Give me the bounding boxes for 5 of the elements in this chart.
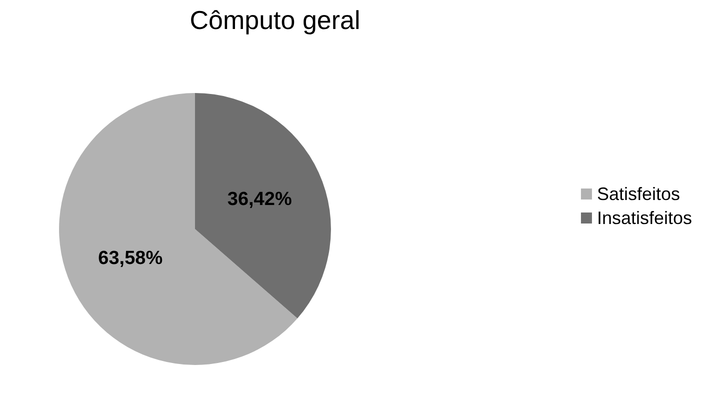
data-label: 63,58% xyxy=(98,248,163,269)
legend-label: Insatisfeitos xyxy=(596,208,692,228)
legend-label: Satisfeitos xyxy=(596,184,680,204)
chart-title: Cômputo geral xyxy=(190,5,360,35)
data-label: 36,42% xyxy=(227,189,292,210)
